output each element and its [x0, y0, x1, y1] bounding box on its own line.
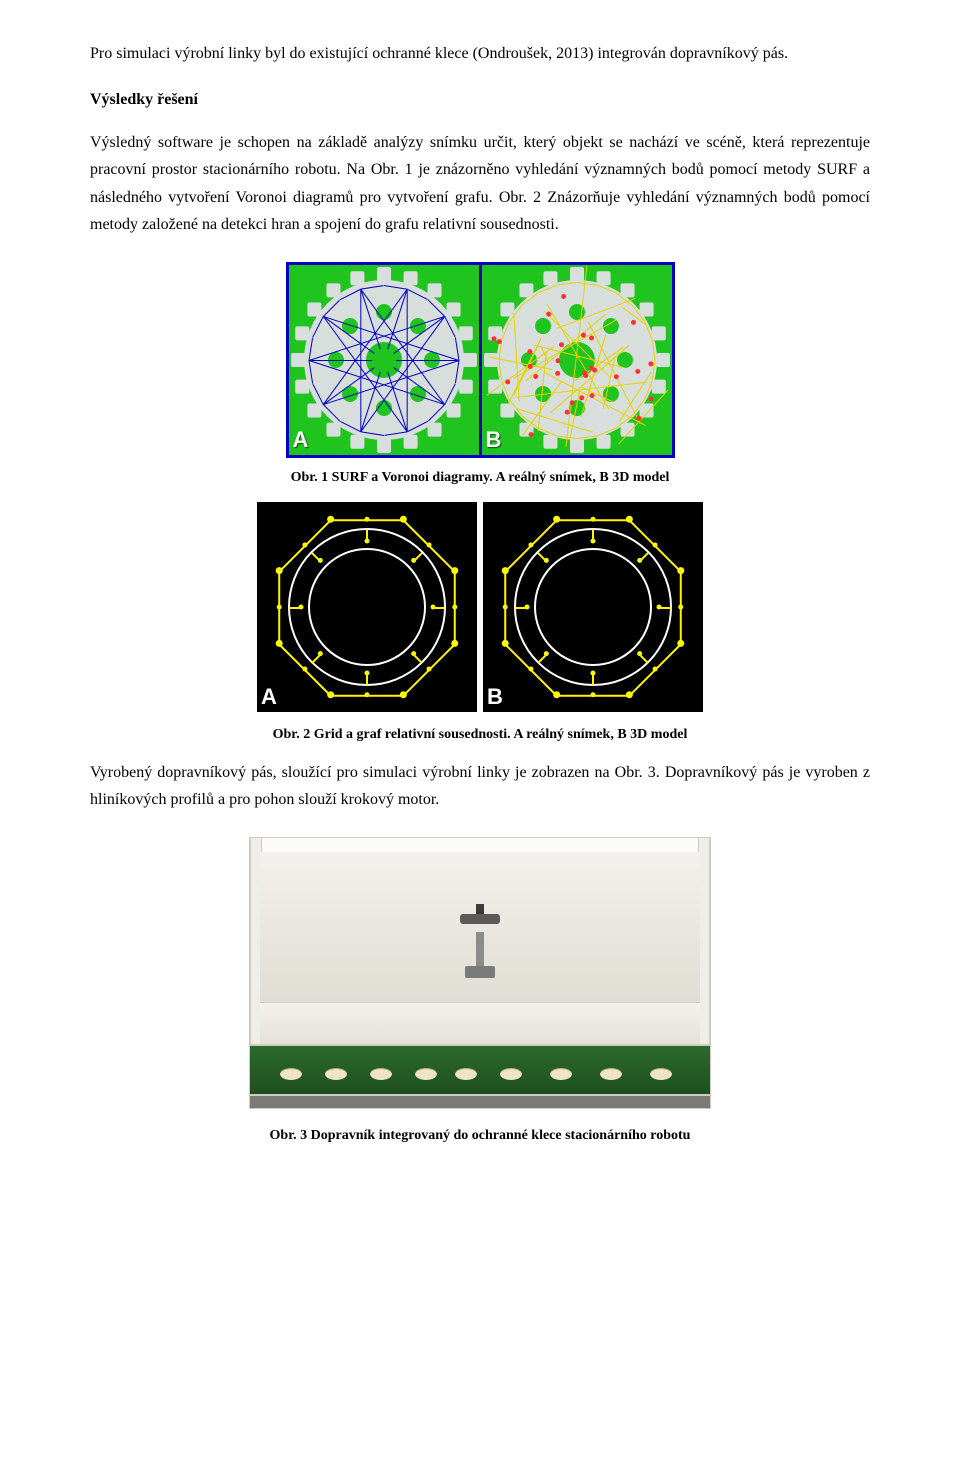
- figure-1-panel-b: B: [479, 265, 672, 455]
- figure-2-caption: Obr. 2 Grid a graf relativní sousednosti…: [90, 727, 870, 743]
- paragraph-intro: Pro simulaci výrobní linky byl do existu…: [90, 40, 870, 67]
- panel-label-b: B: [487, 684, 503, 710]
- figure-3-scene: [249, 837, 711, 1109]
- figure-3: [90, 837, 870, 1114]
- figure-1-caption: Obr. 1 SURF a Voronoi diagramy. A reálný…: [90, 470, 870, 486]
- robot-icon: [457, 908, 503, 978]
- floor: [250, 1096, 710, 1108]
- panel-label-b: B: [486, 427, 502, 453]
- figure-2-container: A B: [257, 502, 703, 712]
- document-page: Pro simulaci výrobní linky byl do existu…: [0, 0, 960, 1462]
- figure-1-panel-a: A: [289, 265, 479, 455]
- ring-inner-icon: [308, 548, 426, 666]
- figure-1: A B: [90, 262, 870, 460]
- paragraph-results: Výsledný software je schopen na základě …: [90, 129, 870, 238]
- panel-label-a: A: [261, 684, 277, 710]
- work-table: [260, 1002, 700, 1049]
- cage-top: [250, 838, 710, 853]
- figure-2-panel-b: B: [483, 502, 703, 712]
- ring-inner-icon: [534, 548, 652, 666]
- figure-2-panel-a: A: [257, 502, 477, 712]
- conveyor-belt: [250, 1044, 710, 1096]
- figure-2: A B: [90, 502, 870, 717]
- section-heading: Výsledky řešení: [90, 91, 870, 109]
- paragraph-conveyor: Vyrobený dopravníkový pás, sloužící pro …: [90, 759, 870, 813]
- figure-3-caption: Obr. 3 Dopravník integrovaný do ochranné…: [90, 1128, 870, 1144]
- figure-1-container: A B: [286, 262, 675, 458]
- panel-label-a: A: [293, 427, 309, 453]
